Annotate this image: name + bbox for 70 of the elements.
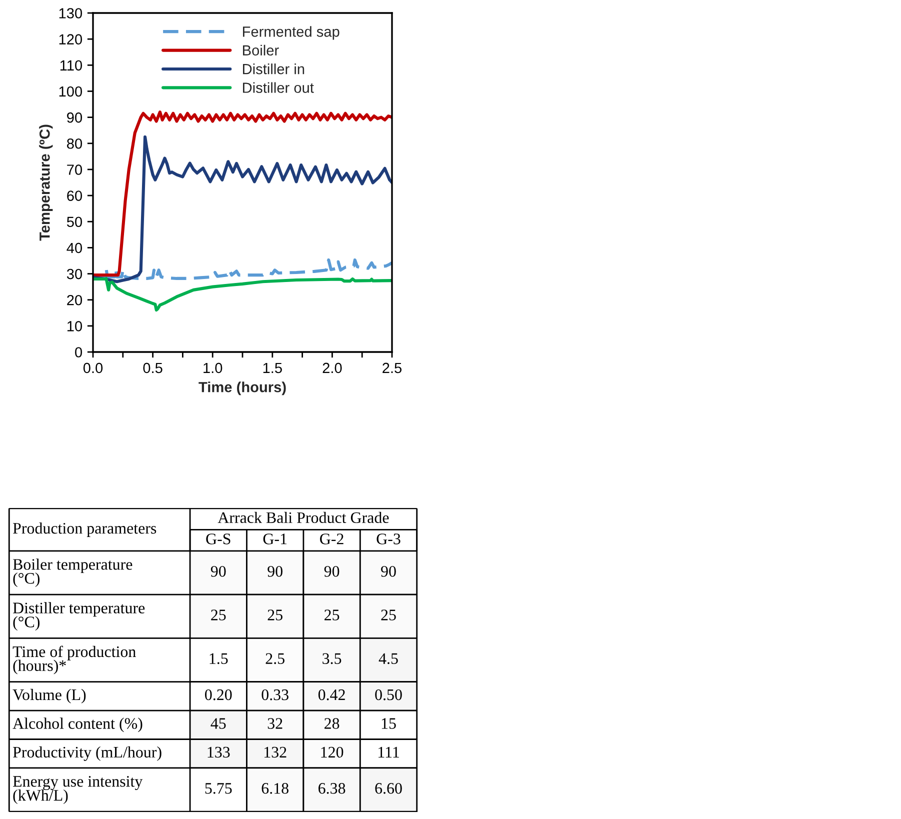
data-label: 45 (210, 718, 226, 729)
x-tick-label: G-3 (376, 534, 400, 544)
legend-label: Distiller in (243, 64, 304, 74)
y-tick-label: Energy use intensity (kWh/L) (12, 776, 143, 804)
line-series (93, 110, 392, 277)
data-label: 4.5 (378, 653, 398, 664)
x-tick-label: 1.0 (204, 362, 222, 374)
legend-label: Boiler (243, 44, 279, 56)
data-label: 15 (382, 718, 396, 729)
y-tick-label: 120 (59, 34, 82, 45)
y-tick-label: 130 (59, 8, 82, 18)
y-tick-label: 80 (66, 138, 82, 149)
y-tick-label: 40 (66, 242, 82, 254)
data-label: 1.5 (210, 653, 228, 664)
y-tick-label: 70 (67, 164, 82, 175)
data-label: 25 (211, 610, 226, 620)
data-label: 0.20 (205, 689, 232, 700)
data-label: 25 (324, 610, 340, 620)
data-label: 6.18 (262, 782, 288, 794)
data-label: 2.5 (266, 653, 284, 664)
data-label: 133 (208, 746, 230, 758)
y-tick-label: 60 (67, 190, 82, 201)
data-label: 0.50 (375, 689, 402, 700)
y-axis-title: Production parameters (12, 522, 156, 537)
data-label: 3.5 (322, 653, 342, 664)
y-tick-label: Volume (L) (12, 688, 86, 704)
data-label: 6.38 (318, 782, 346, 794)
y-tick-label: Time of production (hours)* (12, 646, 136, 674)
x-tick-label: G-1 (263, 534, 287, 544)
y-tick-label: 50 (66, 216, 82, 228)
x-tick-label: 0.5 (143, 362, 162, 374)
data-label: 90 (381, 566, 396, 577)
y-tick-label: Productivity (mL/hour) (12, 746, 162, 761)
data-label: 6.60 (375, 782, 402, 794)
x-axis-title: Arrack Bali Product Grade (218, 512, 389, 524)
data-label: 28 (324, 718, 340, 729)
y-tick-label: Distiller temperature (°C) (12, 602, 145, 631)
x-axis-title: Time (hours) (198, 382, 286, 396)
data-label: 25 (381, 610, 396, 620)
line-series (93, 276, 392, 312)
y-tick-label: Alcohol content (%) (12, 718, 142, 732)
legend-label: Fermented sap (243, 26, 340, 40)
data-label: 25 (268, 610, 282, 620)
y-tick-label: 30 (66, 268, 82, 280)
line-series (93, 135, 392, 284)
y-tick-label: 20 (67, 294, 82, 306)
x-tick-label: 1.5 (263, 362, 282, 374)
data-label: 5.75 (205, 783, 232, 794)
data-label: 0.42 (318, 689, 345, 700)
y-tick-label: 0 (75, 347, 82, 358)
x-tick-label: 2.5 (382, 362, 402, 374)
y-tick-label: Boiler temperature (°C) (12, 558, 132, 587)
legend-label: Distiller out (243, 82, 314, 93)
y-tick-label: 90 (67, 112, 82, 123)
data-label: 0.33 (262, 689, 288, 700)
y-tick-label: 110 (60, 60, 82, 71)
x-tick-label: 2.0 (322, 362, 342, 374)
x-tick-label: G-S (206, 534, 230, 544)
data-label: 90 (210, 566, 226, 577)
data-label: 111 (378, 746, 399, 758)
y-tick-label: 100 (59, 86, 82, 97)
data-label: 90 (324, 566, 340, 577)
data-label: 120 (321, 746, 344, 758)
x-tick-label: G-2 (320, 534, 344, 544)
data-label: 32 (268, 718, 282, 729)
y-tick-label: 10 (67, 321, 82, 332)
x-tick-label: 0.0 (83, 362, 103, 374)
data-label: 132 (264, 746, 286, 758)
y-axis-title: Temperature (ºC) (39, 124, 53, 241)
data-label: 90 (268, 566, 282, 577)
